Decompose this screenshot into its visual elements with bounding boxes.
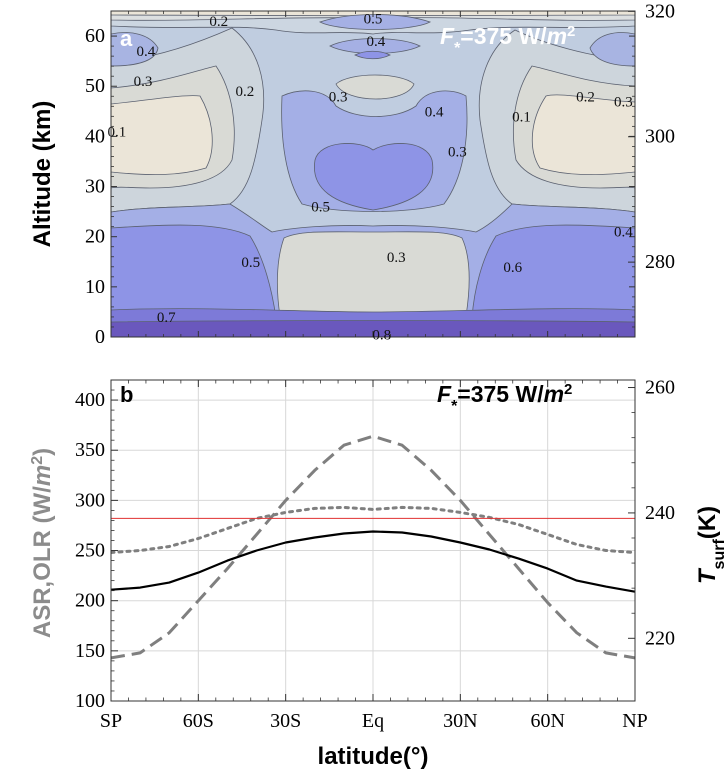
panel-b-x-ticks: SP 60S 30S Eq 30N 60N NP: [100, 380, 648, 732]
b-rtick-label: 220: [645, 627, 675, 649]
contour-label: 0.6: [503, 260, 522, 276]
contour-label: 0.3: [614, 94, 633, 110]
series-line-1: [111, 505, 635, 554]
flux-value-b: =375 W/: [457, 381, 544, 407]
contour-label: 0.4: [614, 225, 633, 241]
b-ytick-label: 200: [75, 590, 105, 612]
b-ytick-label: 250: [75, 540, 105, 562]
contour-left-inner: [111, 95, 213, 176]
b-xtick-label: 60N: [530, 710, 564, 732]
a-ytick-label: 30: [85, 176, 105, 198]
b-xtick-label: 30N: [443, 710, 477, 732]
b-ytick-label: 100: [75, 690, 105, 712]
b-rtick-label: 280: [645, 251, 675, 273]
a-ytick-label: 10: [85, 276, 105, 298]
contour-label: 0.8: [372, 327, 391, 343]
contour-lower-center-pale: [276, 231, 470, 318]
contour-label: 0.3: [134, 74, 153, 90]
panel-a-flux-annotation: F*=375 W/m2: [440, 23, 575, 57]
altitude-axis-label: Altitude (km): [29, 101, 56, 248]
contour-label: 0.7: [157, 310, 176, 326]
flux-subscript: *: [454, 40, 461, 57]
panel-a-letter: a: [120, 26, 133, 51]
panel-a-y-ticks: 0 10 20 30 40 50 60: [85, 25, 635, 348]
contour-top-center-blob: [318, 14, 432, 30]
contour-label: 0.2: [236, 84, 255, 100]
contour-label: 0.2: [209, 14, 228, 30]
asr-label-m: m: [29, 465, 56, 486]
latitude-axis-label: latitude(°): [318, 743, 429, 770]
contour-label: 0.1: [107, 124, 126, 140]
b-xtick-label: NP: [622, 710, 648, 732]
panel-b-flux-annotation: F*=375 W/m2: [437, 381, 572, 415]
flux-unit-m: m: [547, 23, 567, 49]
a-ytick-label: 20: [85, 226, 105, 248]
asr-label-close: ): [29, 448, 56, 456]
contour-labels: 0.2 0.5 0.4 0.4 0.3 0.2 0.3 0.4 0.2 0.3 0.1 0.1 0.3 0…: [107, 12, 633, 344]
contour-label: 0.2: [576, 89, 595, 105]
b-rtick-label: 320: [645, 0, 675, 22]
panel-b-series: [111, 434, 635, 660]
contour-upper-center-blob: [329, 38, 421, 54]
flux-symbol-b: F: [437, 381, 452, 407]
b-rtick-label: 260: [645, 377, 675, 399]
contour-upper-center-core: [354, 50, 391, 60]
b-ytick-label: 400: [75, 389, 105, 411]
flux-symbol: F: [440, 23, 455, 49]
contour-label: 0.3: [387, 250, 406, 266]
contour-corner-right: [589, 32, 635, 67]
contour-label: 0.5: [364, 12, 383, 28]
contour-label: 0.4: [137, 44, 156, 60]
series-line-0: [111, 434, 635, 660]
tsurf-label-t: T: [694, 567, 721, 584]
b-xtick-label: SP: [100, 710, 122, 732]
contour-corner-left: [111, 32, 159, 67]
contour-label: 0.3: [448, 144, 467, 160]
b-ytick-label: 350: [75, 439, 105, 461]
panel-a-x-ticks: [110, 11, 636, 337]
b-xtick-label: 30S: [270, 710, 301, 732]
contour-label: 0.5: [311, 200, 330, 216]
contour-center-pale-blob: [335, 74, 415, 100]
contour-field: [111, 11, 635, 337]
contour-label: 0.1: [512, 109, 531, 125]
flux-value: =375 W/: [460, 23, 547, 49]
panel-b-right-ticks: 220 240 260 280 300 320: [628, 0, 675, 649]
contour-label: 0.4: [425, 104, 444, 120]
asr-olr-axis-label: ASR,OLR (W/m2): [29, 448, 57, 638]
tsurf-axis-label: Tsurf(K): [694, 506, 727, 584]
asr-label-sup: 2: [29, 456, 46, 465]
series-line-2: [111, 530, 635, 593]
contour-label: 0.4: [367, 34, 386, 50]
panel-b-left-ticks: 100 150 200 250 300 350 400: [75, 379, 118, 712]
contour-right-inner: [531, 94, 635, 176]
contour-bottom-band-2: [111, 320, 635, 337]
a-ytick-label: 60: [85, 25, 105, 47]
a-ytick-label: 40: [85, 125, 105, 147]
b-ytick-label: 300: [75, 489, 105, 511]
asr-label-text: ASR,OLR (W/: [29, 486, 56, 638]
tsurf-label-sub: surf: [711, 539, 727, 570]
contour-center-core: [314, 143, 434, 211]
flux-superscript: 2: [567, 23, 575, 40]
a-ytick-label: 50: [85, 75, 105, 97]
flux-superscript-b: 2: [564, 381, 572, 398]
contour-label: 0.3: [329, 89, 348, 105]
b-xtick-label: Eq: [362, 710, 384, 732]
contour-lower-right-dark: [471, 224, 635, 319]
flux-unit-m-b: m: [544, 381, 564, 407]
b-rtick-label: 240: [645, 502, 675, 524]
flux-subscript-b: *: [451, 398, 458, 415]
b-xtick-label: 60S: [183, 710, 214, 732]
contour-lower-left-dark: [111, 224, 277, 319]
b-ytick-label: 150: [75, 640, 105, 662]
panel-b-letter: b: [120, 382, 133, 407]
contour-label: 0.5: [241, 255, 260, 271]
a-ytick-label: 0: [95, 326, 105, 348]
b-rtick-label: 300: [645, 126, 675, 148]
tsurf-label-unit: (K): [694, 506, 721, 539]
